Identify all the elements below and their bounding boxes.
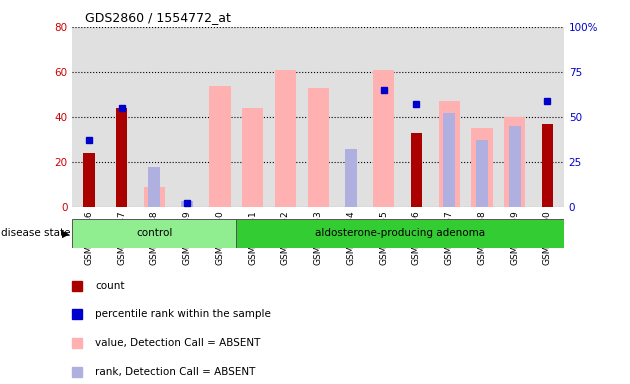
Text: disease state: disease state: [1, 228, 70, 238]
Text: GDS2860 / 1554772_at: GDS2860 / 1554772_at: [85, 12, 231, 25]
Bar: [181, 200, 193, 207]
Bar: [307, 88, 329, 207]
Bar: [509, 126, 520, 207]
Bar: [83, 153, 94, 207]
Bar: [116, 108, 127, 207]
Bar: [345, 149, 357, 207]
Bar: [504, 117, 525, 207]
Text: count: count: [95, 281, 125, 291]
Text: value, Detection Call = ABSENT: value, Detection Call = ABSENT: [95, 338, 261, 348]
Bar: [542, 124, 553, 207]
Bar: [471, 128, 493, 207]
Bar: [149, 167, 160, 207]
Text: rank, Detection Call = ABSENT: rank, Detection Call = ABSENT: [95, 367, 256, 377]
Bar: [209, 86, 231, 207]
Bar: [476, 140, 488, 207]
Bar: [444, 113, 455, 207]
Text: percentile rank within the sample: percentile rank within the sample: [95, 310, 272, 319]
Bar: [236, 219, 564, 248]
Text: aldosterone-producing adenoma: aldosterone-producing adenoma: [315, 228, 485, 238]
Bar: [275, 70, 296, 207]
Text: ▶: ▶: [62, 228, 69, 238]
Text: control: control: [136, 228, 173, 238]
Bar: [411, 133, 422, 207]
Bar: [144, 187, 165, 207]
Bar: [438, 101, 460, 207]
Bar: [72, 219, 236, 248]
Bar: [242, 108, 263, 207]
Bar: [373, 70, 394, 207]
